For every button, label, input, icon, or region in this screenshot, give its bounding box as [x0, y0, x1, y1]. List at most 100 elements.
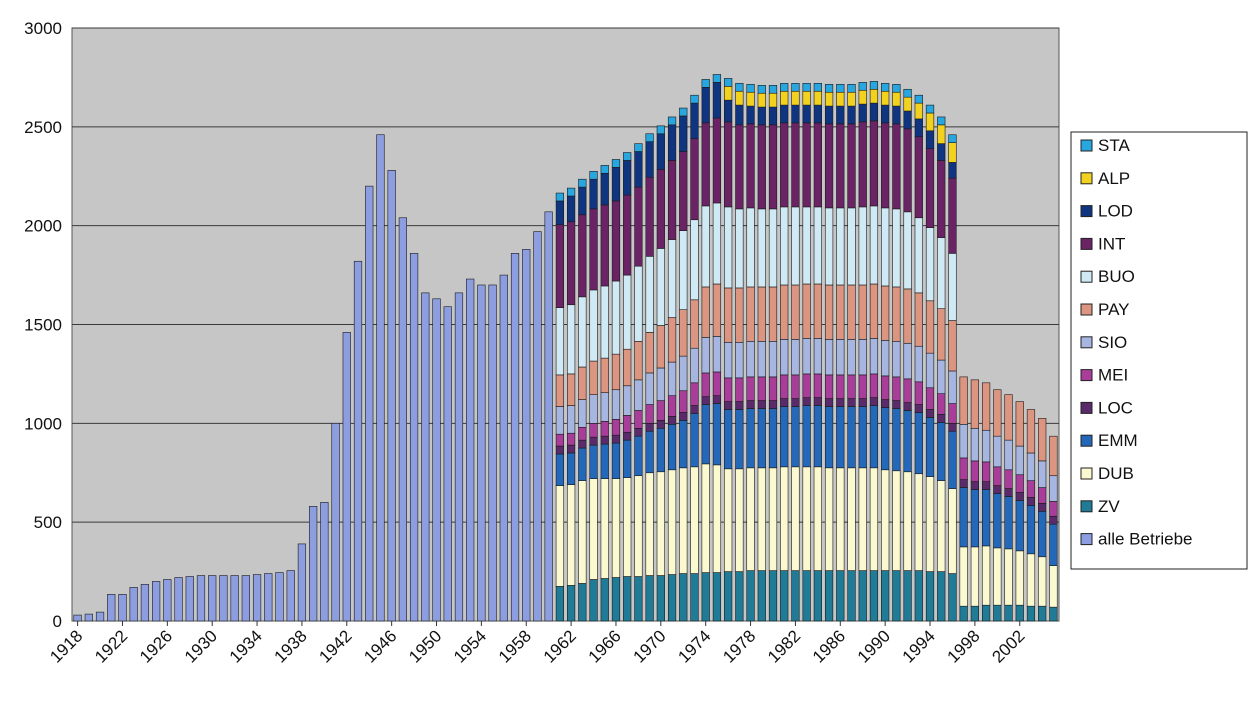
bar-segment-int-1971 [667, 160, 677, 240]
bar-segment-pay-2001 [1004, 394, 1013, 441]
bar-segment-alp-1995 [937, 124, 946, 144]
bar-segment-sta-1995 [937, 116, 946, 126]
bar-segment-pay-1972 [679, 309, 688, 357]
bar-segment-zv-1969 [645, 575, 654, 622]
bar-segment-buo-1982 [791, 206, 800, 286]
y-tick-label: 500 [34, 513, 62, 532]
bar-segment-dub-1989 [869, 467, 879, 571]
bar-segment-dub-1990 [881, 469, 890, 571]
x-tick-label: 1950 [405, 626, 445, 666]
bar-segment-alp-1992 [903, 96, 912, 112]
bar-segment-loc-1963 [578, 439, 587, 449]
bar-segment-pay-1981 [780, 284, 789, 340]
bar-segment-loc-1990 [881, 399, 890, 408]
bar-segment-dub-1963 [578, 480, 587, 584]
bar-segment-lod-1987 [847, 105, 856, 125]
bar-segment-int-1988 [858, 121, 867, 208]
bar-segment-dub-1980 [768, 467, 778, 571]
bar-segment-lod-1991 [892, 105, 901, 125]
bar-segment-int-1965 [600, 204, 609, 287]
bar-segment-sta-1972 [679, 107, 688, 117]
bar-segment-pay-1989 [869, 283, 879, 339]
bar-segment-zv-1989 [869, 570, 879, 622]
bar-segment-loc-2001 [1004, 488, 1013, 497]
bar-segment-pay-1971 [667, 317, 677, 363]
bar-segment-loc-1988 [858, 398, 867, 407]
x-tick-label: 2002 [988, 626, 1028, 666]
bar-segment-int-1987 [847, 123, 856, 209]
bar-segment-alle-betriebe-1948 [409, 253, 419, 622]
bar-segment-mei-1998 [970, 460, 980, 482]
bar-segment-emm-1982 [791, 406, 800, 468]
x-tick-label: 1934 [226, 626, 266, 666]
bar-segment-loc-1998 [970, 481, 980, 490]
bar-segment-emm-1994 [925, 417, 935, 477]
bar-segment-zv-1997 [959, 605, 968, 622]
bar-segment-sta-1981 [780, 83, 789, 92]
bar-segment-mei-1991 [892, 376, 901, 401]
bar-segment-dub-1985 [824, 467, 834, 571]
bar-segment-sio-1984 [813, 338, 822, 375]
bar-segment-lod-1981 [780, 104, 789, 124]
bar-segment-loc-1984 [813, 397, 822, 406]
bar-segment-loc-2000 [993, 485, 1002, 494]
bar-segment-dub-1977 [735, 468, 744, 572]
bar-segment-emm-1986 [836, 406, 845, 469]
bar-segment-mei-1989 [869, 373, 879, 398]
legend-swatch [1080, 205, 1093, 218]
bar-segment-emm-1992 [903, 410, 912, 473]
bar-segment-mei-1993 [914, 381, 923, 405]
bar-segment-pay-1975 [712, 283, 722, 337]
bar-segment-zv-1979 [757, 570, 766, 622]
bar-segment-pay-1987 [847, 284, 856, 340]
bar-segment-int-1972 [679, 151, 688, 231]
legend-label: MEI [1098, 366, 1128, 385]
bar-segment-sta-1989 [869, 81, 879, 90]
bar-segment-zv-1996 [948, 573, 957, 622]
bar-segment-int-1966 [611, 200, 621, 282]
x-tick-label: 1970 [629, 626, 669, 666]
bar-segment-loc-1979 [757, 400, 766, 409]
bar-segment-lod-1965 [600, 172, 609, 206]
bar-segment-loc-1992 [903, 402, 912, 411]
bar-segment-alp-1984 [813, 90, 822, 106]
bar-segment-zv-1987 [847, 570, 856, 622]
bar-segment-mei-2005 [1049, 501, 1058, 517]
bar-segment-dub-1966 [611, 478, 621, 578]
bar-segment-dub-2001 [1004, 548, 1013, 606]
bar-segment-sio-1998 [970, 427, 980, 462]
bar-segment-pay-1991 [892, 286, 901, 342]
bar-segment-int-1976 [724, 121, 733, 208]
bar-segment-mei-1979 [757, 376, 766, 401]
bar-segment-pay-1969 [645, 332, 654, 374]
bar-segment-sio-1990 [881, 340, 890, 377]
bar-segment-buo-1962 [566, 304, 576, 375]
bar-segment-sta-1977 [735, 83, 744, 92]
bar-segment-zv-1982 [791, 570, 800, 622]
bar-segment-mei-1971 [667, 395, 677, 417]
bar-segment-zv-1985 [824, 570, 834, 622]
bar-segment-buo-1987 [847, 207, 856, 286]
bar-segment-mei-1984 [813, 373, 822, 398]
bar-segment-pay-2000 [993, 389, 1002, 437]
bar-segment-zv-2004 [1038, 605, 1047, 622]
bar-segment-alle-betriebe-1942 [342, 332, 351, 622]
bar-segment-sio-1992 [903, 342, 912, 380]
legend-swatch [1080, 434, 1093, 447]
bar-segment-pay-1982 [791, 284, 800, 340]
bar-segment-int-1964 [589, 208, 598, 291]
bar-segment-sio-1991 [892, 340, 901, 378]
bar-segment-dub-1996 [948, 488, 957, 574]
bar-segment-sio-1980 [768, 340, 778, 378]
bar-segment-pay-1961 [555, 374, 565, 407]
bar-segment-dub-1974 [701, 463, 710, 573]
bar-segment-lod-1994 [925, 130, 935, 149]
legend-label: ZV [1098, 497, 1120, 516]
bar-segment-alle-betriebe-1938 [297, 543, 307, 622]
bar-segment-pay-2003 [1026, 409, 1036, 454]
bar-segment-alle-betriebe-1929 [196, 575, 206, 622]
bar-segment-zv-1998 [970, 605, 980, 622]
bar-segment-zv-1994 [925, 571, 935, 622]
bar-segment-alp-1987 [847, 91, 856, 107]
bar-segment-alle-betriebe-1944 [365, 185, 374, 622]
